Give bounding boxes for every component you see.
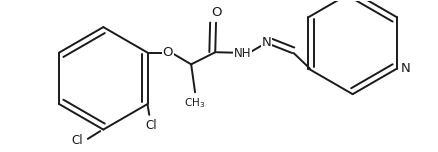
Text: Cl: Cl [145,119,157,133]
Text: N: N [261,36,272,49]
Text: NH: NH [233,47,251,60]
Text: N: N [401,62,411,75]
Text: O: O [162,46,173,59]
Text: CH$_3$: CH$_3$ [184,96,206,110]
Text: Cl: Cl [71,134,83,147]
Text: O: O [211,6,221,19]
